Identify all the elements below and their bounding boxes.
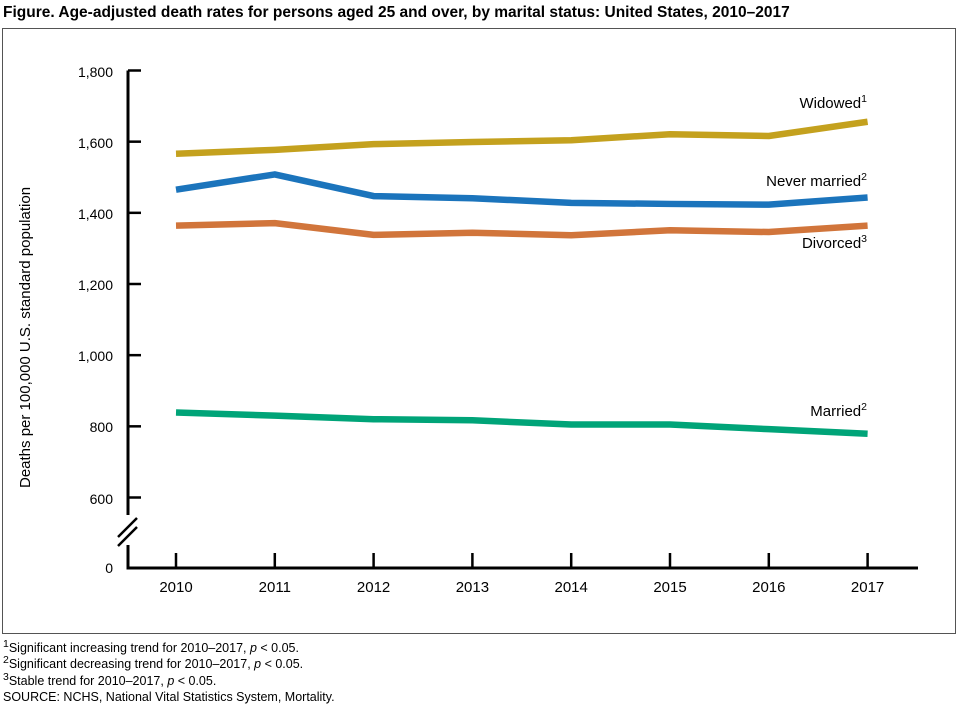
footnote-text: Significant decreasing trend for 2010–20… [8,657,255,672]
footnote-marker: 3 [3,670,9,683]
footnote-marker: 2 [861,171,867,183]
y-axis-title: Deaths per 100,000 U.S. standard populat… [17,186,34,488]
footnote-marker: 1 [3,637,9,650]
footnote-p: p [167,673,175,688]
source-note: SOURCE: NCHS, National Vital Statistics … [3,690,335,705]
footnote-marker: 3 [861,233,867,245]
series-label-text: Married [810,403,862,420]
series-label-text: Never married [766,173,862,190]
chart-canvas [117,69,918,570]
y-tick-label: 600 [89,490,113,507]
y-tick-label: 1,800 [77,63,113,80]
footnote-marker: 1 [861,93,867,105]
y-tick-label: 1,000 [77,348,113,365]
footnote-p: p [249,641,257,655]
x-tick-label: 2012 [356,579,391,596]
series-label-widowed: Widowed1 [799,93,867,112]
footnote-text: < 0.05. [261,657,304,672]
footnote-text: < 0.05. [174,673,217,688]
footnote-marker: 2 [861,401,867,413]
footnote-p: p [254,657,262,672]
footnote-3: 3Stable trend for 2010–2017, p < 0.05. [3,670,335,689]
y-tick-label: 1,400 [77,205,113,222]
y-tick-label: 800 [89,419,113,436]
y-zero-label: 0 [105,560,113,576]
footnote-text: Significant increasing trend for 2010–20… [8,641,250,655]
y-tick-label: 1,200 [77,277,113,293]
footnote-2: 2Significant decreasing trend for 2010–2… [3,654,335,672]
figure-title: Figure. Age-adjusted death rates for per… [3,4,790,21]
footnote-text: < 0.05. [256,641,299,655]
x-tick-label: 2014 [554,579,588,596]
series-line-widowed [175,118,869,158]
series-line-never-married [175,171,868,208]
axis-break-slash [117,526,138,547]
series-label-married: Married2 [810,401,867,420]
series-line-married [175,409,868,438]
x-tick-label: 2013 [455,579,490,596]
series-line-divorced [175,219,868,239]
series-label-divorced: Divorced3 [801,233,867,252]
series-label-text: Divorced [801,235,862,252]
x-tick-label: 2017 [850,579,885,596]
x-tick-label: 2010 [159,579,193,596]
footnote-marker: 2 [3,654,9,667]
axis-break-slash [117,517,138,538]
series-label-text: Widowed [799,95,862,112]
series-label-never-married: Never married2 [766,171,867,190]
footnote-text: Stable trend for 2010–2017, [8,673,168,688]
footnotes: 1Significant increasing trend for 2010–2… [3,637,335,706]
chart-panel: Deaths per 100,000 U.S. standard populat… [2,28,956,634]
x-tick-label: 2016 [752,579,786,596]
x-tick-label: 2015 [653,579,687,596]
x-tick-label: 2011 [258,579,291,596]
footnote-1: 1Significant increasing trend for 2010–2… [3,637,335,656]
y-tick-label: 1,600 [77,134,113,151]
